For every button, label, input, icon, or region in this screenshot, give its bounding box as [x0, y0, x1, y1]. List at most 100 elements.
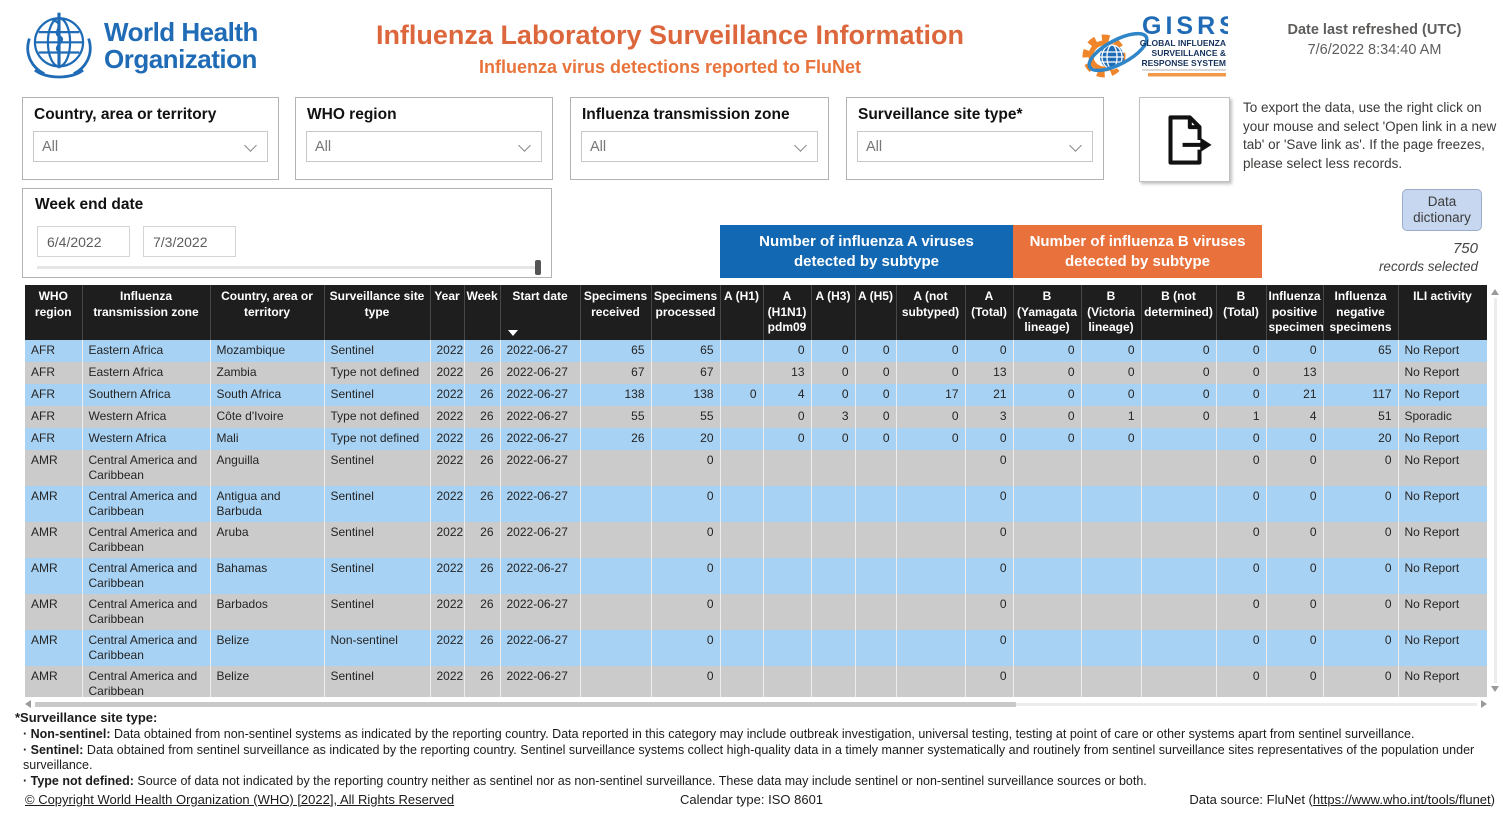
cell	[1013, 485, 1082, 522]
table-row[interactable]: AMR Central America and Caribbean Bahamas S…	[25, 557, 1487, 594]
column-header-b-yamagata-lineage[interactable]: B (Yamagata lineage)	[1013, 285, 1082, 340]
cell: 0	[855, 361, 897, 384]
data-dictionary-button[interactable]: Data dictionary	[1402, 189, 1482, 231]
table-row[interactable]: AFR Eastern Africa Zambia Type not defined 2…	[25, 361, 1487, 384]
column-header-a-h1n1-pdm09[interactable]: A (H1N1) pdm09	[763, 285, 812, 340]
column-header-country-area-or-territory[interactable]: Country, area or territory	[210, 285, 325, 340]
filter-transmission-zone: Influenza transmission zone All	[570, 97, 829, 180]
cell: 2022-06-27	[500, 361, 581, 384]
cell: 17	[896, 383, 966, 406]
cell	[580, 629, 652, 666]
footnotes: *Surveillance site type: Non-sentinel: D…	[15, 710, 1497, 789]
copyright-link[interactable]: © Copyright World Health Organization (W…	[25, 792, 455, 807]
column-header-influenza-negative-specimens[interactable]: Influenza negative specimens	[1323, 285, 1399, 340]
column-header-a-total[interactable]: A (Total)	[965, 285, 1014, 340]
cell: 0	[965, 629, 1014, 666]
cell: 26	[464, 593, 501, 630]
column-header-start-date[interactable]: Start date	[500, 285, 581, 340]
cell: 0	[763, 427, 812, 450]
cell: 0	[1081, 361, 1142, 384]
column-header-a-h5[interactable]: A (H5)	[855, 285, 897, 340]
cell: 21	[1266, 383, 1324, 406]
column-header-specimens-processed[interactable]: Specimens processed	[651, 285, 721, 340]
table-row[interactable]: AFR Southern Africa South Africa Sentinel 20…	[25, 383, 1487, 406]
cell: 2022-06-27	[500, 665, 581, 697]
cell: 2022-06-27	[500, 405, 581, 428]
table-row[interactable]: AFR Eastern Africa Mozambique Sentinel 2022 2…	[25, 339, 1487, 362]
filter-site-type-label: Surveillance site type*	[858, 106, 1023, 123]
cell: Type not defined	[324, 405, 431, 428]
cell: 0	[855, 383, 897, 406]
horizontal-scroll-track[interactable]	[35, 701, 1477, 707]
cell	[1141, 427, 1217, 450]
column-header-surveillance-site-type[interactable]: Surveillance site type	[324, 285, 431, 340]
cell: 0	[763, 339, 812, 362]
cell	[855, 629, 897, 666]
column-header-ili-activity[interactable]: ILI activity	[1398, 285, 1487, 340]
cell: 0	[1216, 629, 1267, 666]
column-header-influenza-transmission-zone[interactable]: Influenza transmission zone	[82, 285, 211, 340]
cell: AMR	[25, 485, 83, 522]
table-row[interactable]: AMR Central America and Caribbean Anguilla…	[25, 449, 1487, 486]
horizontal-scrollbar[interactable]	[25, 699, 1487, 709]
data-source-link[interactable]: https://www.who.int/tools/flunet	[1312, 792, 1491, 807]
week-start-input[interactable]: 6/4/2022	[37, 226, 130, 257]
cell: 13	[965, 361, 1014, 384]
cell: Mozambique	[210, 339, 325, 362]
cell: 0	[1266, 485, 1324, 522]
scroll-left-icon[interactable]	[25, 700, 31, 708]
cell: 0	[811, 383, 856, 406]
scroll-up-icon[interactable]	[1491, 289, 1499, 295]
who-logo: World Health Organization	[22, 6, 282, 86]
scroll-right-icon[interactable]	[1481, 700, 1487, 708]
column-header-a-h3[interactable]: A (H3)	[811, 285, 856, 340]
cell: 0	[1141, 339, 1217, 362]
table-row[interactable]: AMR Central America and Caribbean Barbados…	[25, 593, 1487, 630]
table-row[interactable]: AMR Central America and Caribbean Antigua …	[25, 485, 1487, 522]
column-header-b-victoria-lineage[interactable]: B (Victoria lineage)	[1081, 285, 1142, 340]
gisrs-line2: SURVEILLANCE &	[1152, 48, 1226, 58]
filter-site-type-dropdown[interactable]: All	[857, 131, 1093, 162]
cell	[896, 557, 966, 594]
column-header-week[interactable]: Week	[464, 285, 501, 340]
cell: 4	[1266, 405, 1324, 428]
table-row[interactable]: AMR Central America and Caribbean Belize Se…	[25, 665, 1487, 697]
cell	[763, 449, 812, 486]
cell: 0	[651, 629, 721, 666]
cell: Type not defined	[324, 361, 431, 384]
cell	[1013, 593, 1082, 630]
column-header-b-total[interactable]: B (Total)	[1216, 285, 1267, 340]
horizontal-scroll-thumb[interactable]	[35, 701, 1016, 707]
cell: 67	[580, 361, 652, 384]
cell: Central America and Caribbean	[82, 557, 211, 594]
column-header-a-not-subtyped[interactable]: A (not subtyped)	[896, 285, 966, 340]
records-selected: 750 records selected	[1300, 240, 1478, 274]
week-end-input[interactable]: 7/3/2022	[143, 226, 236, 257]
cell	[811, 665, 856, 697]
column-header-influenza-positive-specimens[interactable]: Influenza positive specimens	[1266, 285, 1331, 340]
column-header-year[interactable]: Year	[430, 285, 465, 340]
table-row[interactable]: AMR Central America and Caribbean Belize No…	[25, 629, 1487, 666]
export-link[interactable]	[1139, 97, 1230, 182]
vertical-scrollbar[interactable]	[1489, 289, 1501, 692]
column-header-a-h1[interactable]: A (H1)	[720, 285, 764, 340]
column-header-who-region[interactable]: WHO region	[25, 285, 83, 340]
filter-transmission-zone-dropdown[interactable]: All	[581, 131, 818, 162]
date-range-slider[interactable]	[37, 260, 541, 275]
column-header-b-not-determined[interactable]: B (not determined)	[1141, 285, 1217, 340]
cell: 0	[1013, 383, 1082, 406]
scroll-down-icon[interactable]	[1491, 686, 1499, 692]
table-row[interactable]: AFR Western Africa Côte d'Ivoire Type not d…	[25, 405, 1487, 428]
column-header-specimens-received[interactable]: Specimens received	[580, 285, 652, 340]
filter-who-region-dropdown[interactable]: All	[306, 131, 542, 162]
filter-site-type: Surveillance site type* All	[846, 97, 1104, 180]
footnote-non-sentinel: Non-sentinel: Data obtained from non-sen…	[23, 727, 1497, 743]
vertical-scroll-track[interactable]	[1493, 298, 1497, 683]
cell: 117	[1323, 383, 1399, 406]
page-title: Influenza Laboratory Surveillance Inform…	[375, 20, 965, 50]
filter-country-dropdown[interactable]: All	[33, 131, 268, 162]
slider-handle[interactable]	[535, 260, 541, 275]
surveillance-table[interactable]: WHO region Influenza transmission zone Cou…	[25, 285, 1487, 697]
table-row[interactable]: AFR Western Africa Mali Type not defined 202…	[25, 427, 1487, 450]
table-row[interactable]: AMR Central America and Caribbean Aruba Sen…	[25, 521, 1487, 558]
